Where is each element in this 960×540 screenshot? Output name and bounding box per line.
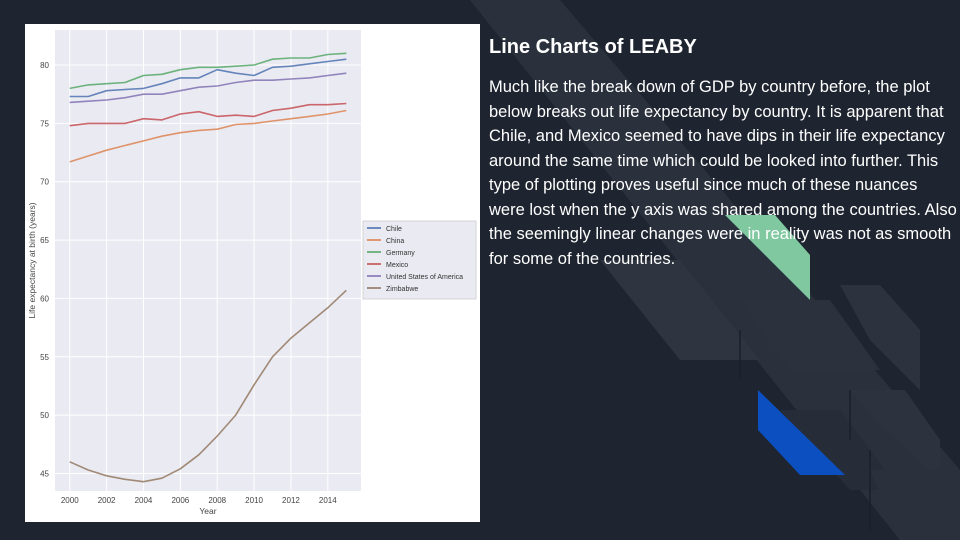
x-tick-label: 2014: [319, 496, 337, 505]
decor-green-shape: [725, 215, 810, 300]
x-tick-label: 2008: [208, 496, 226, 505]
y-tick-label: 45: [40, 469, 49, 478]
x-tick-label: 2002: [98, 496, 116, 505]
slide-title: Line Charts of LEABY: [489, 36, 697, 58]
legend-label: Chile: [386, 226, 402, 233]
decor-panel-3: [840, 285, 920, 390]
legend-label: United States of America: [386, 274, 463, 281]
y-tick-label: 65: [40, 236, 49, 245]
x-tick-label: 2006: [171, 496, 189, 505]
y-tick-label: 55: [40, 353, 49, 362]
x-tick-label: 2010: [245, 496, 263, 505]
plot-area: [55, 30, 361, 491]
decor-panel-4: [850, 390, 940, 480]
y-tick-label: 60: [40, 294, 49, 303]
x-tick-label: 2012: [282, 496, 300, 505]
legend-label: Zimbabwe: [386, 286, 418, 293]
y-tick-label: 80: [40, 61, 49, 70]
x-axis-label: Year: [199, 506, 216, 516]
life-expectancy-line-chart: 45 50 55 60 65 70 75 80 2000 2002 2004 2006 2008 2010…: [27, 30, 477, 516]
series-line-mexico: [69, 102, 347, 127]
decor-panel-6: [870, 470, 960, 540]
chart-panel: 45 50 55 60 65 70 75 80 2000 2002 2004 2006 2008 2010…: [25, 24, 480, 522]
series-line-china: [69, 109, 347, 163]
x-tick-label: 2000: [61, 496, 79, 505]
series-line-germany: [69, 52, 347, 90]
legend-label: Germany: [386, 250, 415, 257]
decor-panel-2: [740, 300, 880, 370]
y-tick-label: 70: [40, 178, 49, 187]
y-axis-label: Life expectancy at birth (years): [27, 202, 37, 318]
decor-blue-shape: [758, 390, 845, 475]
y-tick-label: 50: [40, 411, 49, 420]
decor-panel-1: [600, 260, 760, 360]
decor-band-1: [470, 0, 960, 540]
legend-box: [362, 220, 477, 300]
legend-label: China: [386, 238, 404, 245]
slide-body-text: Much like the break down of GDP by count…: [489, 78, 957, 268]
series-line-zimbabwe: [69, 289, 347, 483]
x-tick-label: 2004: [135, 496, 153, 505]
series-line-chile: [69, 58, 347, 98]
y-tick-label: 75: [40, 119, 49, 128]
series-line-united-states-of-america: [69, 72, 347, 104]
legend-label: Mexico: [386, 262, 408, 269]
